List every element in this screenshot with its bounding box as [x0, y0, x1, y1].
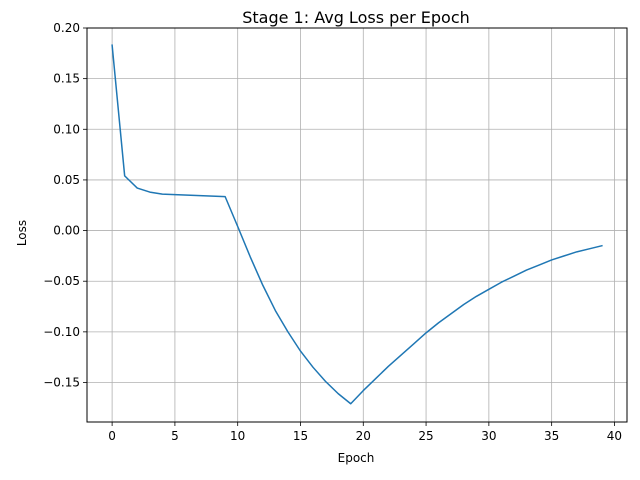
x-tick-label: 30	[481, 429, 496, 443]
y-tick-label: 0.05	[53, 173, 80, 187]
y-tick-label: 0.10	[53, 122, 80, 136]
series-layer	[111, 44, 603, 405]
y-tick-label: −0.10	[43, 325, 80, 339]
x-tick-label: 25	[418, 429, 433, 443]
x-tick-label: 15	[293, 429, 308, 443]
y-tick-label: −0.05	[43, 274, 80, 288]
x-tick-label: 10	[230, 429, 245, 443]
x-tick-label: 0	[108, 429, 116, 443]
x-tick-label: 35	[544, 429, 559, 443]
y-tick-label: −0.15	[43, 375, 80, 389]
x-tick-label: 40	[607, 429, 622, 443]
y-tick-label: 0.00	[53, 224, 80, 238]
plot-frame	[86, 27, 628, 423]
x-tick-label: 20	[356, 429, 371, 443]
chart-title: Stage 1: Avg Loss per Epoch	[242, 8, 470, 27]
x-axis-ticks: 0 5 10 15 20 25 30 35 40	[108, 422, 622, 443]
x-axis-label: Epoch	[338, 451, 375, 465]
y-tick-label: 0.15	[53, 72, 80, 86]
y-tick-label: 0.20	[53, 21, 80, 35]
x-tick-label: 5	[171, 429, 179, 443]
y-axis-ticks: 0.20 0.15 0.10 0.05 0.00 −0.05 −0.10 −0.15	[43, 21, 87, 389]
y-axis-label: Loss	[15, 220, 29, 246]
grid	[87, 27, 627, 422]
series-line	[111, 44, 603, 405]
